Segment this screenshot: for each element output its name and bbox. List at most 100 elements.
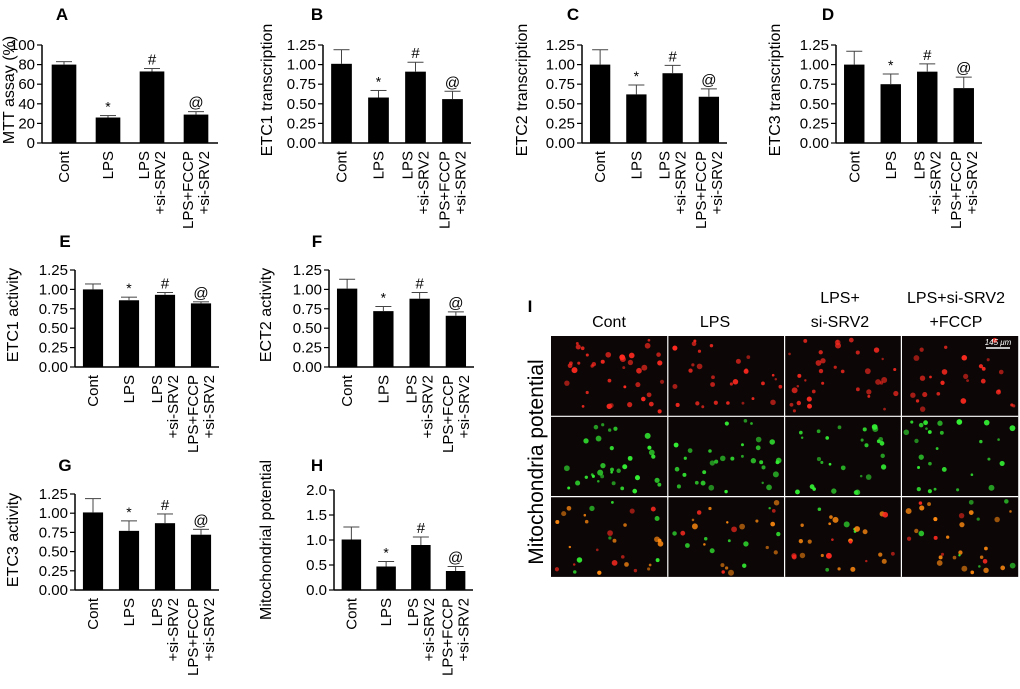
cell-dot (855, 387, 860, 392)
x-tick-label: LPS (121, 375, 138, 403)
cell-dot (910, 420, 914, 424)
cell-dot (998, 369, 1004, 375)
cell-dot (789, 402, 794, 407)
cell-dot (811, 389, 816, 394)
cell-dot (820, 358, 826, 364)
y-tick-label: 0.50 (293, 320, 322, 337)
cell-dot (610, 500, 614, 504)
cell-dot (641, 364, 648, 371)
bar (953, 88, 974, 143)
column-header: LPS+ (820, 290, 860, 307)
y-tick-label: 0.25 (546, 115, 575, 132)
significance-marker: @ (193, 285, 208, 302)
cell-dot (840, 465, 846, 471)
y-tick-label: 0.00 (546, 135, 575, 152)
x-tick-label: Cont (85, 597, 102, 630)
cell-dot (1004, 499, 1009, 504)
cell-dot (776, 531, 781, 537)
cell-dot (903, 429, 910, 436)
cell-dot (843, 521, 850, 528)
x-tick-label-line: +si-SRV2 (673, 151, 690, 215)
cell-dot (701, 405, 705, 409)
cell-dot (713, 400, 718, 405)
cell-dot (564, 465, 570, 472)
y-tick-label: 0.75 (39, 301, 68, 318)
x-tick-label-line: Cont (592, 150, 609, 183)
cell-dot (848, 540, 853, 544)
cell-dot (735, 358, 741, 364)
cell-dot (968, 510, 974, 515)
cell-dot (700, 480, 706, 486)
cell-dot (918, 530, 925, 537)
significance-marker: # (161, 497, 170, 514)
cell-dot (621, 555, 625, 559)
x-tick-label-line: LPS (149, 375, 166, 403)
y-axis-label: ETC3 transcription (767, 24, 784, 157)
cell-dot (771, 509, 776, 513)
cell-dot (597, 469, 604, 476)
cell-dot (984, 546, 988, 551)
significance-marker: # (148, 52, 157, 69)
x-tick-label: LPS (371, 151, 388, 179)
cell-dot (632, 488, 638, 494)
cell-dot (815, 360, 822, 366)
x-tick-label: LPS+si-SRV2 (136, 151, 169, 215)
cell-dot (750, 422, 753, 425)
cell-dot (880, 464, 887, 470)
cell-dot (597, 479, 600, 483)
cell-dot (774, 378, 778, 381)
cell-dot (866, 389, 872, 395)
cell-dot (657, 409, 662, 414)
cell-dot (807, 539, 812, 544)
cell-dot (761, 481, 764, 485)
y-tick-label: 0.25 (39, 340, 68, 357)
cell-dot (672, 345, 678, 351)
chart-panel-h: H Mitochondrial potential 0.0 0.5 1.0 1.5 2.0 C… (258, 456, 473, 676)
x-tick-label-line: LPS (371, 151, 388, 179)
x-tick-label-line: +si-SRV2 (201, 375, 218, 439)
y-tick-label: 0.50 (39, 544, 68, 561)
x-tick-label: Cont (85, 374, 102, 407)
bar (82, 512, 104, 590)
cell-dot (1010, 403, 1014, 407)
cell-dot (935, 447, 939, 450)
cell-dot (796, 384, 800, 388)
cell-dot (683, 456, 687, 460)
cell-dot (914, 438, 919, 444)
cell-dot (608, 428, 612, 432)
cell-dot (980, 378, 986, 384)
x-tick-label-line: LPS (405, 598, 422, 626)
cell-dot (755, 445, 761, 451)
cell-dot (727, 539, 731, 543)
cell-dot (927, 489, 932, 494)
x-tick-label: LPS (121, 598, 138, 626)
cell-dot (761, 381, 765, 386)
y-tick-label: 60 (18, 76, 35, 93)
cell-dot (878, 436, 884, 442)
cell-dot (890, 551, 895, 556)
cell-dot (798, 430, 803, 435)
bar (368, 97, 389, 143)
cell-dot (825, 436, 830, 440)
cell-dot (893, 390, 899, 397)
cell-dot (585, 353, 589, 357)
x-tick-label-line: LPS (628, 151, 645, 179)
bar (82, 289, 104, 367)
cell-dot (941, 467, 947, 472)
y-tick-label: 0.50 (800, 96, 829, 113)
panel-letter: C (567, 5, 579, 24)
cell-dot (927, 430, 932, 434)
column-header: si-SRV2 (811, 314, 869, 331)
cell-dot (933, 517, 938, 522)
cell-dot (883, 407, 886, 411)
cell-dot (730, 456, 735, 461)
cell-dot (828, 462, 832, 466)
x-tick-label-line: +si-SRV2 (152, 151, 169, 215)
cell-dot (607, 378, 612, 383)
y-axis-label: ETC1 activity (5, 268, 22, 362)
cell-dot (766, 484, 772, 491)
cell-dot (659, 379, 665, 384)
cell-dot (994, 516, 1000, 523)
cell-dot (691, 523, 698, 530)
cell-dot (970, 473, 974, 477)
